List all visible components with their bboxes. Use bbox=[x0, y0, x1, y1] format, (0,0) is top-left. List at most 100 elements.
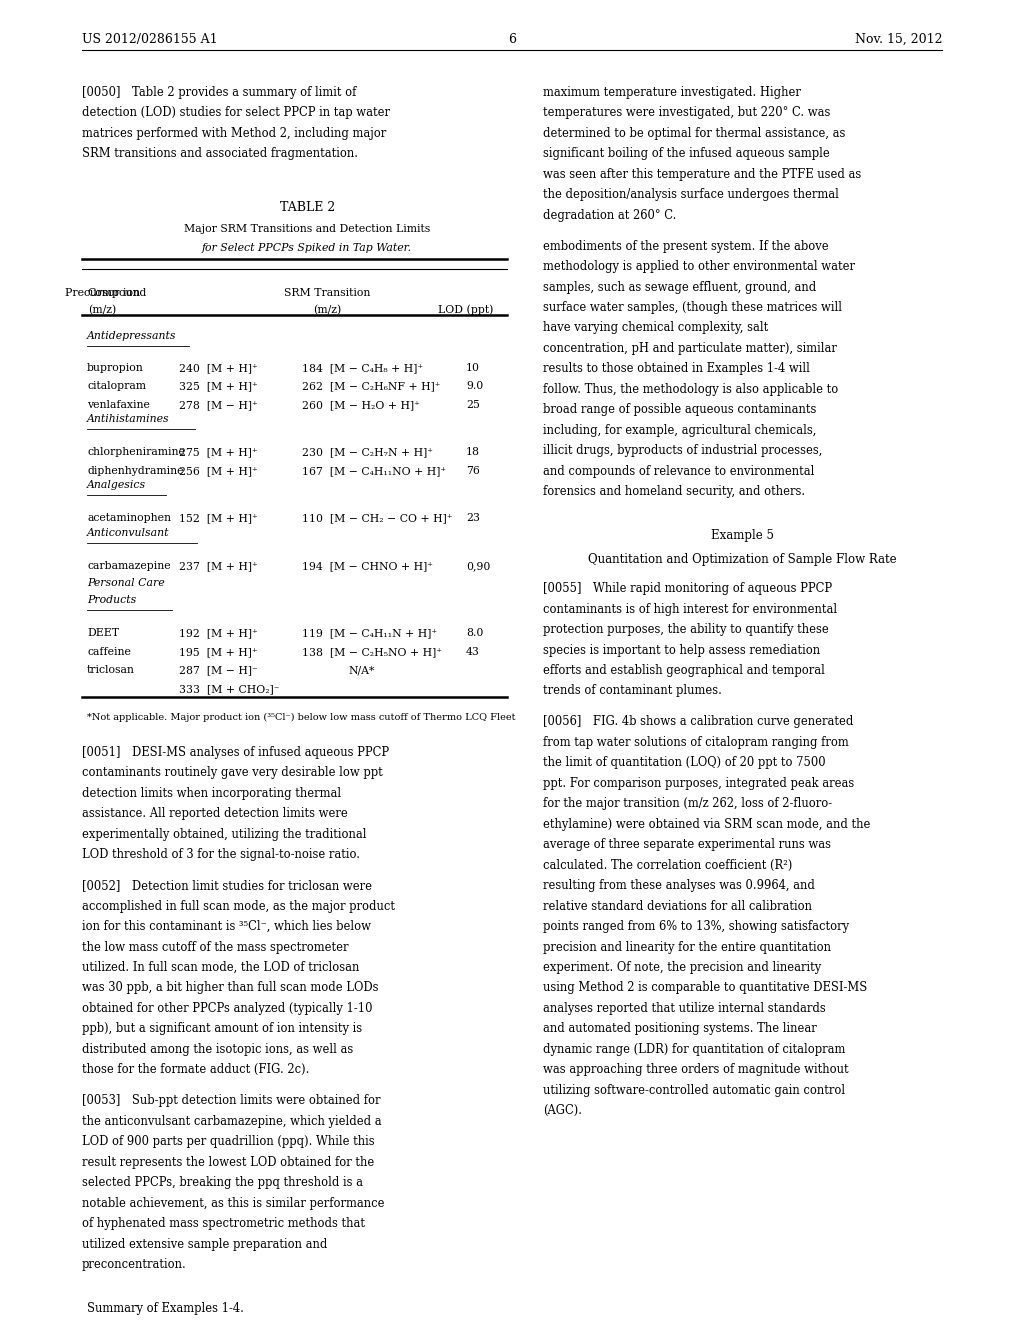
Text: 262  [M − C₂H₆NF + H]⁺: 262 [M − C₂H₆NF + H]⁺ bbox=[302, 381, 440, 392]
Text: and automated positioning systems. The linear: and automated positioning systems. The l… bbox=[543, 1022, 816, 1035]
Text: 192  [M + H]⁺: 192 [M + H]⁺ bbox=[179, 628, 258, 639]
Text: Personal Care: Personal Care bbox=[87, 578, 165, 589]
Text: venlafaxine: venlafaxine bbox=[87, 400, 150, 411]
Text: TABLE 2: TABLE 2 bbox=[280, 201, 335, 214]
Text: 237  [M + H]⁺: 237 [M + H]⁺ bbox=[179, 561, 258, 572]
Text: the limit of quantitation (LOQ) of 20 ppt to 7500: the limit of quantitation (LOQ) of 20 pp… bbox=[543, 756, 825, 770]
Text: detection (LOD) studies for select PPCP in tap water: detection (LOD) studies for select PPCP … bbox=[82, 106, 390, 119]
Text: US 2012/0286155 A1: US 2012/0286155 A1 bbox=[82, 33, 217, 46]
Text: 43: 43 bbox=[466, 647, 480, 657]
Text: samples, such as sewage effluent, ground, and: samples, such as sewage effluent, ground… bbox=[543, 281, 816, 293]
Text: ppt. For comparison purposes, integrated peak areas: ppt. For comparison purposes, integrated… bbox=[543, 776, 854, 789]
Text: concentration, pH and particulate matter), similar: concentration, pH and particulate matter… bbox=[543, 342, 837, 355]
Text: [0051] DESI-MS analyses of infused aqueous PPCP: [0051] DESI-MS analyses of infused aqueo… bbox=[82, 746, 389, 759]
Text: trends of contaminant plumes.: trends of contaminant plumes. bbox=[543, 685, 722, 697]
Text: acetaminophen: acetaminophen bbox=[87, 513, 171, 524]
Text: 194  [M − CHNO + H]⁺: 194 [M − CHNO + H]⁺ bbox=[302, 561, 433, 572]
Text: the anticonvulsant carbamazepine, which yielded a: the anticonvulsant carbamazepine, which … bbox=[82, 1115, 382, 1127]
Text: matrices performed with Method 2, including major: matrices performed with Method 2, includ… bbox=[82, 127, 386, 140]
Text: was 30 ppb, a bit higher than full scan mode LODs: was 30 ppb, a bit higher than full scan … bbox=[82, 982, 379, 994]
Text: illicit drugs, byproducts of industrial processes,: illicit drugs, byproducts of industrial … bbox=[543, 444, 822, 457]
Text: maximum temperature investigated. Higher: maximum temperature investigated. Higher bbox=[543, 86, 801, 99]
Text: 18: 18 bbox=[466, 447, 480, 458]
Text: obtained for other PPCPs analyzed (typically 1-10: obtained for other PPCPs analyzed (typic… bbox=[82, 1002, 373, 1015]
Text: precision and linearity for the entire quantitation: precision and linearity for the entire q… bbox=[543, 940, 830, 953]
Text: was seen after this temperature and the PTFE used as: was seen after this temperature and the … bbox=[543, 168, 861, 181]
Text: surface water samples, (though these matrices will: surface water samples, (though these mat… bbox=[543, 301, 842, 314]
Text: utilized. In full scan mode, the LOD of triclosan: utilized. In full scan mode, the LOD of … bbox=[82, 961, 359, 974]
Text: 25: 25 bbox=[466, 400, 480, 411]
Text: preconcentration.: preconcentration. bbox=[82, 1258, 186, 1271]
Text: notable achievement, as this is similar performance: notable achievement, as this is similar … bbox=[82, 1197, 384, 1209]
Text: analyses reported that utilize internal standards: analyses reported that utilize internal … bbox=[543, 1002, 825, 1015]
Text: result represents the lowest LOD obtained for the: result represents the lowest LOD obtaine… bbox=[82, 1156, 374, 1168]
Text: species is important to help assess remediation: species is important to help assess reme… bbox=[543, 644, 820, 656]
Text: 0,90: 0,90 bbox=[466, 561, 490, 572]
Text: 23: 23 bbox=[466, 513, 480, 524]
Text: average of three separate experimental runs was: average of three separate experimental r… bbox=[543, 838, 830, 851]
Text: [0056] FIG. 4b shows a calibration curve generated: [0056] FIG. 4b shows a calibration curve… bbox=[543, 715, 853, 729]
Text: 333  [M + CHO₂]⁻: 333 [M + CHO₂]⁻ bbox=[179, 684, 280, 694]
Text: 8.0: 8.0 bbox=[466, 628, 483, 639]
Text: ethylamine) were obtained via SRM scan mode, and the: ethylamine) were obtained via SRM scan m… bbox=[543, 818, 870, 830]
Text: embodiments of the present system. If the above: embodiments of the present system. If th… bbox=[543, 240, 828, 252]
Text: temperatures were investigated, but 220° C. was: temperatures were investigated, but 220°… bbox=[543, 106, 830, 119]
Text: 10: 10 bbox=[466, 363, 480, 374]
Text: [0055] While rapid monitoring of aqueous PPCP: [0055] While rapid monitoring of aqueous… bbox=[543, 582, 831, 595]
Text: for the major transition (m/z 262, loss of 2-fluoro-: for the major transition (m/z 262, loss … bbox=[543, 797, 831, 810]
Text: carbamazepine: carbamazepine bbox=[87, 561, 171, 572]
Text: dynamic range (LDR) for quantitation of citalopram: dynamic range (LDR) for quantitation of … bbox=[543, 1043, 845, 1056]
Text: 138  [M − C₂H₅NO + H]⁺: 138 [M − C₂H₅NO + H]⁺ bbox=[302, 647, 442, 657]
Text: distributed among the isotopic ions, as well as: distributed among the isotopic ions, as … bbox=[82, 1043, 353, 1056]
Text: 240  [M + H]⁺: 240 [M + H]⁺ bbox=[179, 363, 258, 374]
Text: Precursor ion: Precursor ion bbox=[65, 288, 140, 298]
Text: LOD of 900 parts per quadrillion (ppq). While this: LOD of 900 parts per quadrillion (ppq). … bbox=[82, 1135, 375, 1148]
Text: (m/z): (m/z) bbox=[313, 305, 342, 315]
Text: determined to be optimal for thermal assistance, as: determined to be optimal for thermal ass… bbox=[543, 127, 845, 140]
Text: 110  [M − CH₂ − CO + H]⁺: 110 [M − CH₂ − CO + H]⁺ bbox=[302, 513, 453, 524]
Text: including, for example, agricultural chemicals,: including, for example, agricultural che… bbox=[543, 424, 816, 437]
Text: DEET: DEET bbox=[87, 628, 119, 639]
Text: protection purposes, the ability to quantify these: protection purposes, the ability to quan… bbox=[543, 623, 828, 636]
Text: (m/z): (m/z) bbox=[88, 305, 117, 315]
Text: *Not applicable. Major product ion (³⁵Cl⁻) below low mass cutoff of Thermo LCQ F: *Not applicable. Major product ion (³⁵Cl… bbox=[87, 713, 515, 722]
Text: diphenhydramine: diphenhydramine bbox=[87, 466, 183, 477]
Text: 76: 76 bbox=[466, 466, 480, 477]
Text: ion for this contaminant is ³⁵Cl⁻, which lies below: ion for this contaminant is ³⁵Cl⁻, which… bbox=[82, 920, 371, 933]
Text: was approaching three orders of magnitude without: was approaching three orders of magnitud… bbox=[543, 1064, 848, 1076]
Text: LOD threshold of 3 for the signal-to-noise ratio.: LOD threshold of 3 for the signal-to-noi… bbox=[82, 849, 359, 861]
Text: 9.0: 9.0 bbox=[466, 381, 483, 392]
Text: the deposition/analysis surface undergoes thermal: the deposition/analysis surface undergoe… bbox=[543, 187, 839, 201]
Text: 278  [M − H]⁺: 278 [M − H]⁺ bbox=[179, 400, 258, 411]
Text: selected PPCPs, breaking the ppq threshold is a: selected PPCPs, breaking the ppq thresho… bbox=[82, 1176, 362, 1189]
Text: (AGC).: (AGC). bbox=[543, 1104, 582, 1117]
Text: and compounds of relevance to environmental: and compounds of relevance to environmen… bbox=[543, 465, 814, 478]
Text: the low mass cutoff of the mass spectrometer: the low mass cutoff of the mass spectrom… bbox=[82, 941, 348, 953]
Text: experimentally obtained, utilizing the traditional: experimentally obtained, utilizing the t… bbox=[82, 828, 367, 841]
Text: efforts and establish geographical and temporal: efforts and establish geographical and t… bbox=[543, 664, 824, 677]
Text: of hyphenated mass spectrometric methods that: of hyphenated mass spectrometric methods… bbox=[82, 1217, 365, 1230]
Text: Antidepressants: Antidepressants bbox=[87, 331, 176, 342]
Text: 287  [M − H]⁻: 287 [M − H]⁻ bbox=[179, 665, 258, 676]
Text: calculated. The correlation coefficient (R²): calculated. The correlation coefficient … bbox=[543, 859, 793, 871]
Text: Products: Products bbox=[87, 595, 136, 606]
Text: caffeine: caffeine bbox=[87, 647, 131, 657]
Text: experiment. Of note, the precision and linearity: experiment. Of note, the precision and l… bbox=[543, 961, 821, 974]
Text: utilizing software-controlled automatic gain control: utilizing software-controlled automatic … bbox=[543, 1084, 845, 1097]
Text: Nov. 15, 2012: Nov. 15, 2012 bbox=[855, 33, 942, 46]
Text: 256  [M + H]⁺: 256 [M + H]⁺ bbox=[179, 466, 258, 477]
Text: [0052] Detection limit studies for triclosan were: [0052] Detection limit studies for tricl… bbox=[82, 879, 372, 892]
Text: Analgesics: Analgesics bbox=[87, 480, 146, 491]
Text: Quantitation and Optimization of Sample Flow Rate: Quantitation and Optimization of Sample … bbox=[588, 553, 897, 566]
Text: for Select PPCPs Spiked in Tap Water.: for Select PPCPs Spiked in Tap Water. bbox=[202, 243, 413, 253]
Text: bupropion: bupropion bbox=[87, 363, 143, 374]
Text: citalopram: citalopram bbox=[87, 381, 146, 392]
Text: Antihistamines: Antihistamines bbox=[87, 414, 170, 425]
Text: SRM Transition: SRM Transition bbox=[285, 288, 371, 298]
Text: detection limits when incorporating thermal: detection limits when incorporating ther… bbox=[82, 787, 341, 800]
Text: forensics and homeland security, and others.: forensics and homeland security, and oth… bbox=[543, 484, 805, 498]
Text: 325  [M + H]⁺: 325 [M + H]⁺ bbox=[179, 381, 258, 392]
Text: 6: 6 bbox=[508, 33, 516, 46]
Text: Example 5: Example 5 bbox=[711, 529, 774, 543]
Text: LOD (ppt): LOD (ppt) bbox=[438, 305, 494, 315]
